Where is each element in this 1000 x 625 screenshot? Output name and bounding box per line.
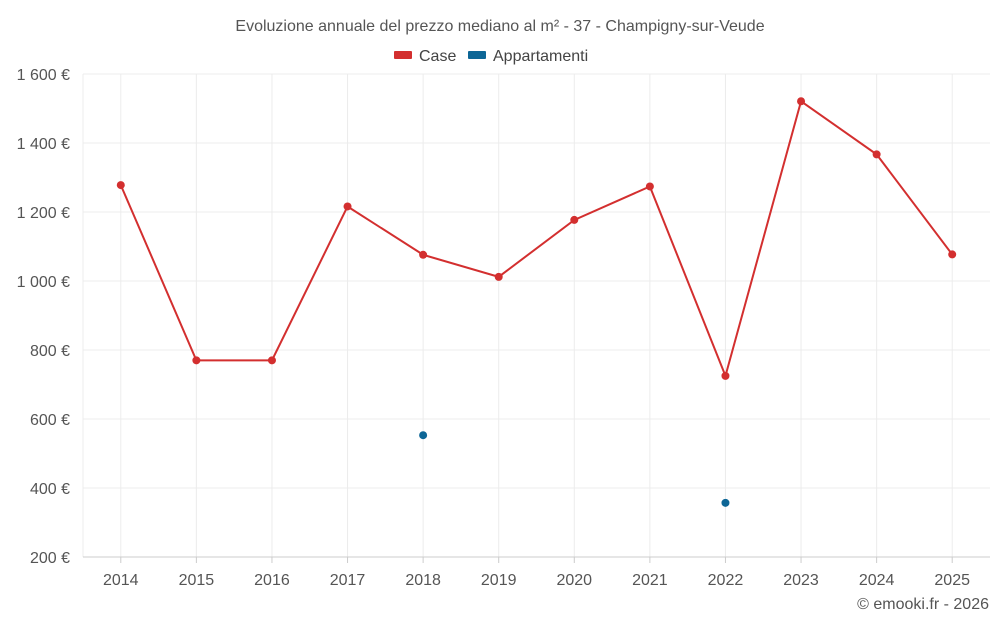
data-point-case[interactable]: [797, 97, 806, 106]
x-tick-label: 2024: [859, 572, 895, 589]
x-tick-label: 2017: [330, 572, 366, 589]
legend-label-appartamenti: Appartamenti: [493, 48, 588, 65]
y-tick-label: 800 €: [30, 343, 70, 360]
legend-item-case[interactable]: Case: [394, 48, 456, 65]
data-point-case[interactable]: [116, 181, 125, 190]
x-axis-ticks: 2014 2015 2016 2017 2018 2019 2020 2021 2022 2023…: [103, 572, 970, 589]
x-gridlines: [82, 74, 953, 563]
data-point-case[interactable]: [192, 356, 201, 365]
data-point-case[interactable]: [419, 250, 428, 259]
data-point-case[interactable]: [343, 202, 352, 211]
y-tick-label: 200 €: [30, 550, 70, 567]
x-tick-label: 2014: [103, 572, 139, 589]
x-tick-label: 2023: [783, 572, 819, 589]
series-layer: [116, 97, 957, 507]
y-tick-label: 1 600 €: [17, 67, 70, 84]
data-point-case[interactable]: [570, 215, 579, 224]
data-point-appartamenti[interactable]: [721, 498, 730, 507]
data-point-case[interactable]: [267, 356, 276, 365]
data-point-case[interactable]: [494, 272, 503, 281]
data-point-appartamenti[interactable]: [419, 431, 428, 440]
series-line-case: [119, 99, 954, 380]
data-point-case[interactable]: [645, 182, 654, 191]
x-tick-label: 2022: [708, 572, 744, 589]
x-tick-label: 2025: [934, 572, 970, 589]
legend-swatch-appartamenti: [468, 51, 486, 59]
y-tick-label: 600 €: [30, 412, 70, 429]
legend-item-appartamenti[interactable]: Appartamenti: [468, 48, 588, 65]
y-gridlines: [83, 73, 990, 489]
x-tick-label: 2018: [405, 572, 441, 589]
legend-label-case: Case: [419, 48, 456, 65]
chart-title: Evoluzione annuale del prezzo mediano al…: [235, 18, 764, 35]
data-point-case[interactable]: [721, 371, 730, 380]
y-tick-label: 400 €: [30, 481, 70, 498]
data-point-case[interactable]: [872, 150, 881, 159]
series-appartamenti: [419, 431, 730, 507]
y-tick-label: 1 000 €: [17, 274, 70, 291]
x-tick-label: 2020: [556, 572, 592, 589]
y-tick-label: 1 200 €: [17, 205, 70, 222]
legend: Case Appartamenti: [394, 48, 588, 65]
x-tick-label: 2015: [179, 572, 215, 589]
y-tick-label: 1 400 €: [17, 136, 70, 153]
x-tick-label: 2021: [632, 572, 668, 589]
series-case: [116, 97, 957, 380]
data-point-case[interactable]: [948, 250, 957, 259]
credit-text: © emooki.fr - 2026: [857, 596, 989, 613]
y-axis-ticks: 200 € 400 € 600 € 800 € 1 000 € 1 200 € 1 400 …: [17, 67, 70, 567]
legend-swatch-case: [394, 51, 412, 59]
x-tick-label: 2019: [481, 572, 517, 589]
x-tick-label: 2016: [254, 572, 290, 589]
